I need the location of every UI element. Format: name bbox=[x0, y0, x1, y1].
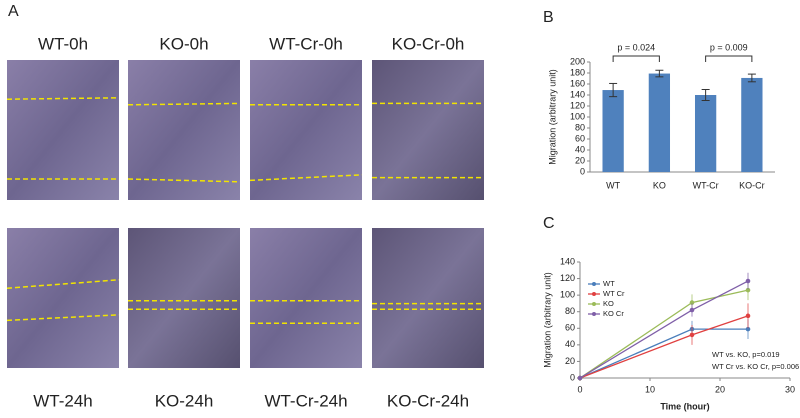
y-tick-label: 0 bbox=[580, 166, 585, 176]
wound-edge bbox=[6, 314, 120, 322]
panel-label: C bbox=[543, 215, 555, 232]
point bbox=[577, 375, 583, 381]
legend-label: KO Cr bbox=[603, 309, 624, 318]
legend-label: KO bbox=[603, 299, 614, 308]
legend-marker bbox=[592, 312, 596, 316]
micrograph bbox=[7, 60, 119, 200]
bar bbox=[602, 90, 624, 172]
image-label: KO-0h bbox=[159, 34, 208, 53]
y-tick-label: 120 bbox=[560, 273, 575, 283]
panel-label: A bbox=[8, 3, 19, 20]
x-tick-label: 10 bbox=[645, 384, 655, 394]
wound-edge bbox=[6, 97, 120, 100]
point bbox=[689, 332, 695, 338]
x-axis-label: Time (hour) bbox=[660, 401, 709, 411]
bar bbox=[741, 77, 763, 172]
y-tick-label: 100 bbox=[560, 290, 575, 300]
y-tick-label: 0 bbox=[570, 372, 575, 382]
image-label: WT-24h bbox=[33, 391, 93, 410]
significance-bracket bbox=[612, 55, 660, 62]
y-tick-label: 40 bbox=[575, 144, 585, 154]
micrograph bbox=[372, 60, 484, 200]
y-tick-label: 140 bbox=[570, 89, 585, 99]
p-value: p = 0.024 bbox=[617, 42, 655, 52]
micrograph bbox=[250, 228, 362, 368]
wound-edge bbox=[127, 178, 241, 183]
wound-edge bbox=[249, 174, 363, 182]
y-tick-label: 20 bbox=[575, 155, 585, 165]
legend-label: WT Cr bbox=[603, 289, 625, 298]
x-tick-label: 20 bbox=[715, 384, 725, 394]
micrograph bbox=[128, 60, 240, 200]
micrograph bbox=[128, 228, 240, 368]
bar bbox=[648, 73, 671, 172]
legend-marker bbox=[592, 282, 596, 286]
point bbox=[689, 307, 695, 313]
point bbox=[745, 287, 751, 293]
legend-label: WT bbox=[603, 279, 615, 288]
annotation: WT vs. KO, p=0.019 bbox=[712, 350, 780, 359]
y-tick-label: 100 bbox=[570, 111, 585, 121]
legend-marker bbox=[592, 302, 596, 306]
x-tick-label: WT bbox=[606, 180, 620, 190]
y-tick-label: 60 bbox=[575, 133, 585, 143]
point bbox=[689, 300, 695, 305]
y-tick-label: 180 bbox=[570, 67, 585, 77]
x-tick-label: 30 bbox=[785, 384, 795, 394]
micrograph bbox=[372, 228, 484, 368]
panel-label: B bbox=[543, 9, 554, 26]
x-tick-label: WT-Cr bbox=[693, 180, 719, 190]
x-tick-label: 0 bbox=[577, 384, 582, 394]
annotation: WT Cr vs. KO Cr, p=0.006 bbox=[712, 362, 799, 371]
y-tick-label: 20 bbox=[565, 356, 575, 366]
y-tick-label: 40 bbox=[565, 339, 575, 349]
y-tick-label: 160 bbox=[570, 78, 585, 88]
micrograph bbox=[7, 228, 119, 368]
legend-marker bbox=[592, 292, 596, 296]
y-tick-label: 200 bbox=[570, 56, 585, 66]
x-tick-label: KO-Cr bbox=[739, 180, 765, 190]
y-axis-label: Migration (arbitrary unit) bbox=[547, 69, 557, 165]
micrograph bbox=[250, 60, 362, 200]
image-label: KO-Cr-24h bbox=[387, 391, 469, 410]
x-tick-label: KO bbox=[653, 180, 666, 190]
point bbox=[745, 326, 751, 332]
p-value: p = 0.009 bbox=[710, 42, 748, 52]
image-label: KO-Cr-0h bbox=[392, 34, 465, 53]
point bbox=[745, 278, 751, 284]
wound-edge bbox=[6, 279, 120, 289]
y-tick-label: 120 bbox=[570, 100, 585, 110]
image-label: WT-0h bbox=[38, 34, 88, 53]
y-tick-label: 60 bbox=[565, 323, 575, 333]
image-label: WT-Cr-24h bbox=[264, 391, 347, 410]
y-axis-label: Migration (arbitrary unit) bbox=[542, 272, 552, 368]
wound-edge bbox=[127, 102, 241, 106]
image-label: KO-24h bbox=[155, 391, 214, 410]
bar bbox=[694, 95, 717, 172]
y-tick-label: 80 bbox=[565, 306, 575, 316]
y-tick-label: 80 bbox=[575, 122, 585, 132]
significance-bracket bbox=[705, 55, 753, 62]
image-label: WT-Cr-0h bbox=[269, 34, 343, 53]
point bbox=[745, 313, 751, 319]
y-tick-label: 140 bbox=[560, 256, 575, 266]
